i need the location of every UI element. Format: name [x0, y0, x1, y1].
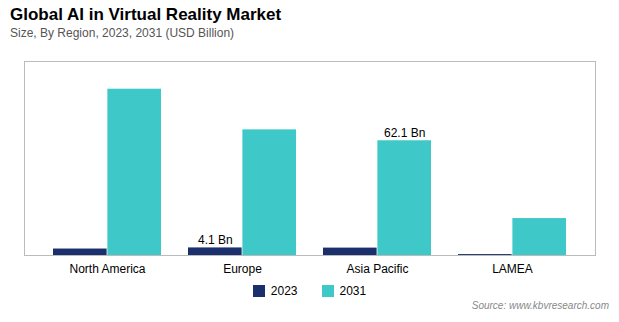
svg-text:62.1 Bn: 62.1 Bn — [384, 126, 425, 140]
html-text:Source: www.kbvresearch.com: Source: www.kbvresearch.com — [471, 300, 609, 311]
svg-text:Europe: Europe — [223, 262, 262, 276]
svg-text:4.1 Bn: 4.1 Bn — [198, 233, 233, 247]
html-text:2023: 2023 — [270, 284, 298, 298]
svg-text:North America: North America — [69, 262, 145, 276]
svg-text:Asia Pacific: Asia Pacific — [346, 262, 408, 276]
svg-text:LAMEA: LAMEA — [492, 262, 533, 276]
html-text:Size, By Region, 2023, 2031 (U: Size, By Region, 2023, 2031 (USD Billion… — [10, 26, 235, 40]
html-text:2031: 2031 — [339, 284, 367, 298]
html-text:Global AI in Virtual Reality M: Global AI in Virtual Reality Market — [10, 5, 282, 24]
